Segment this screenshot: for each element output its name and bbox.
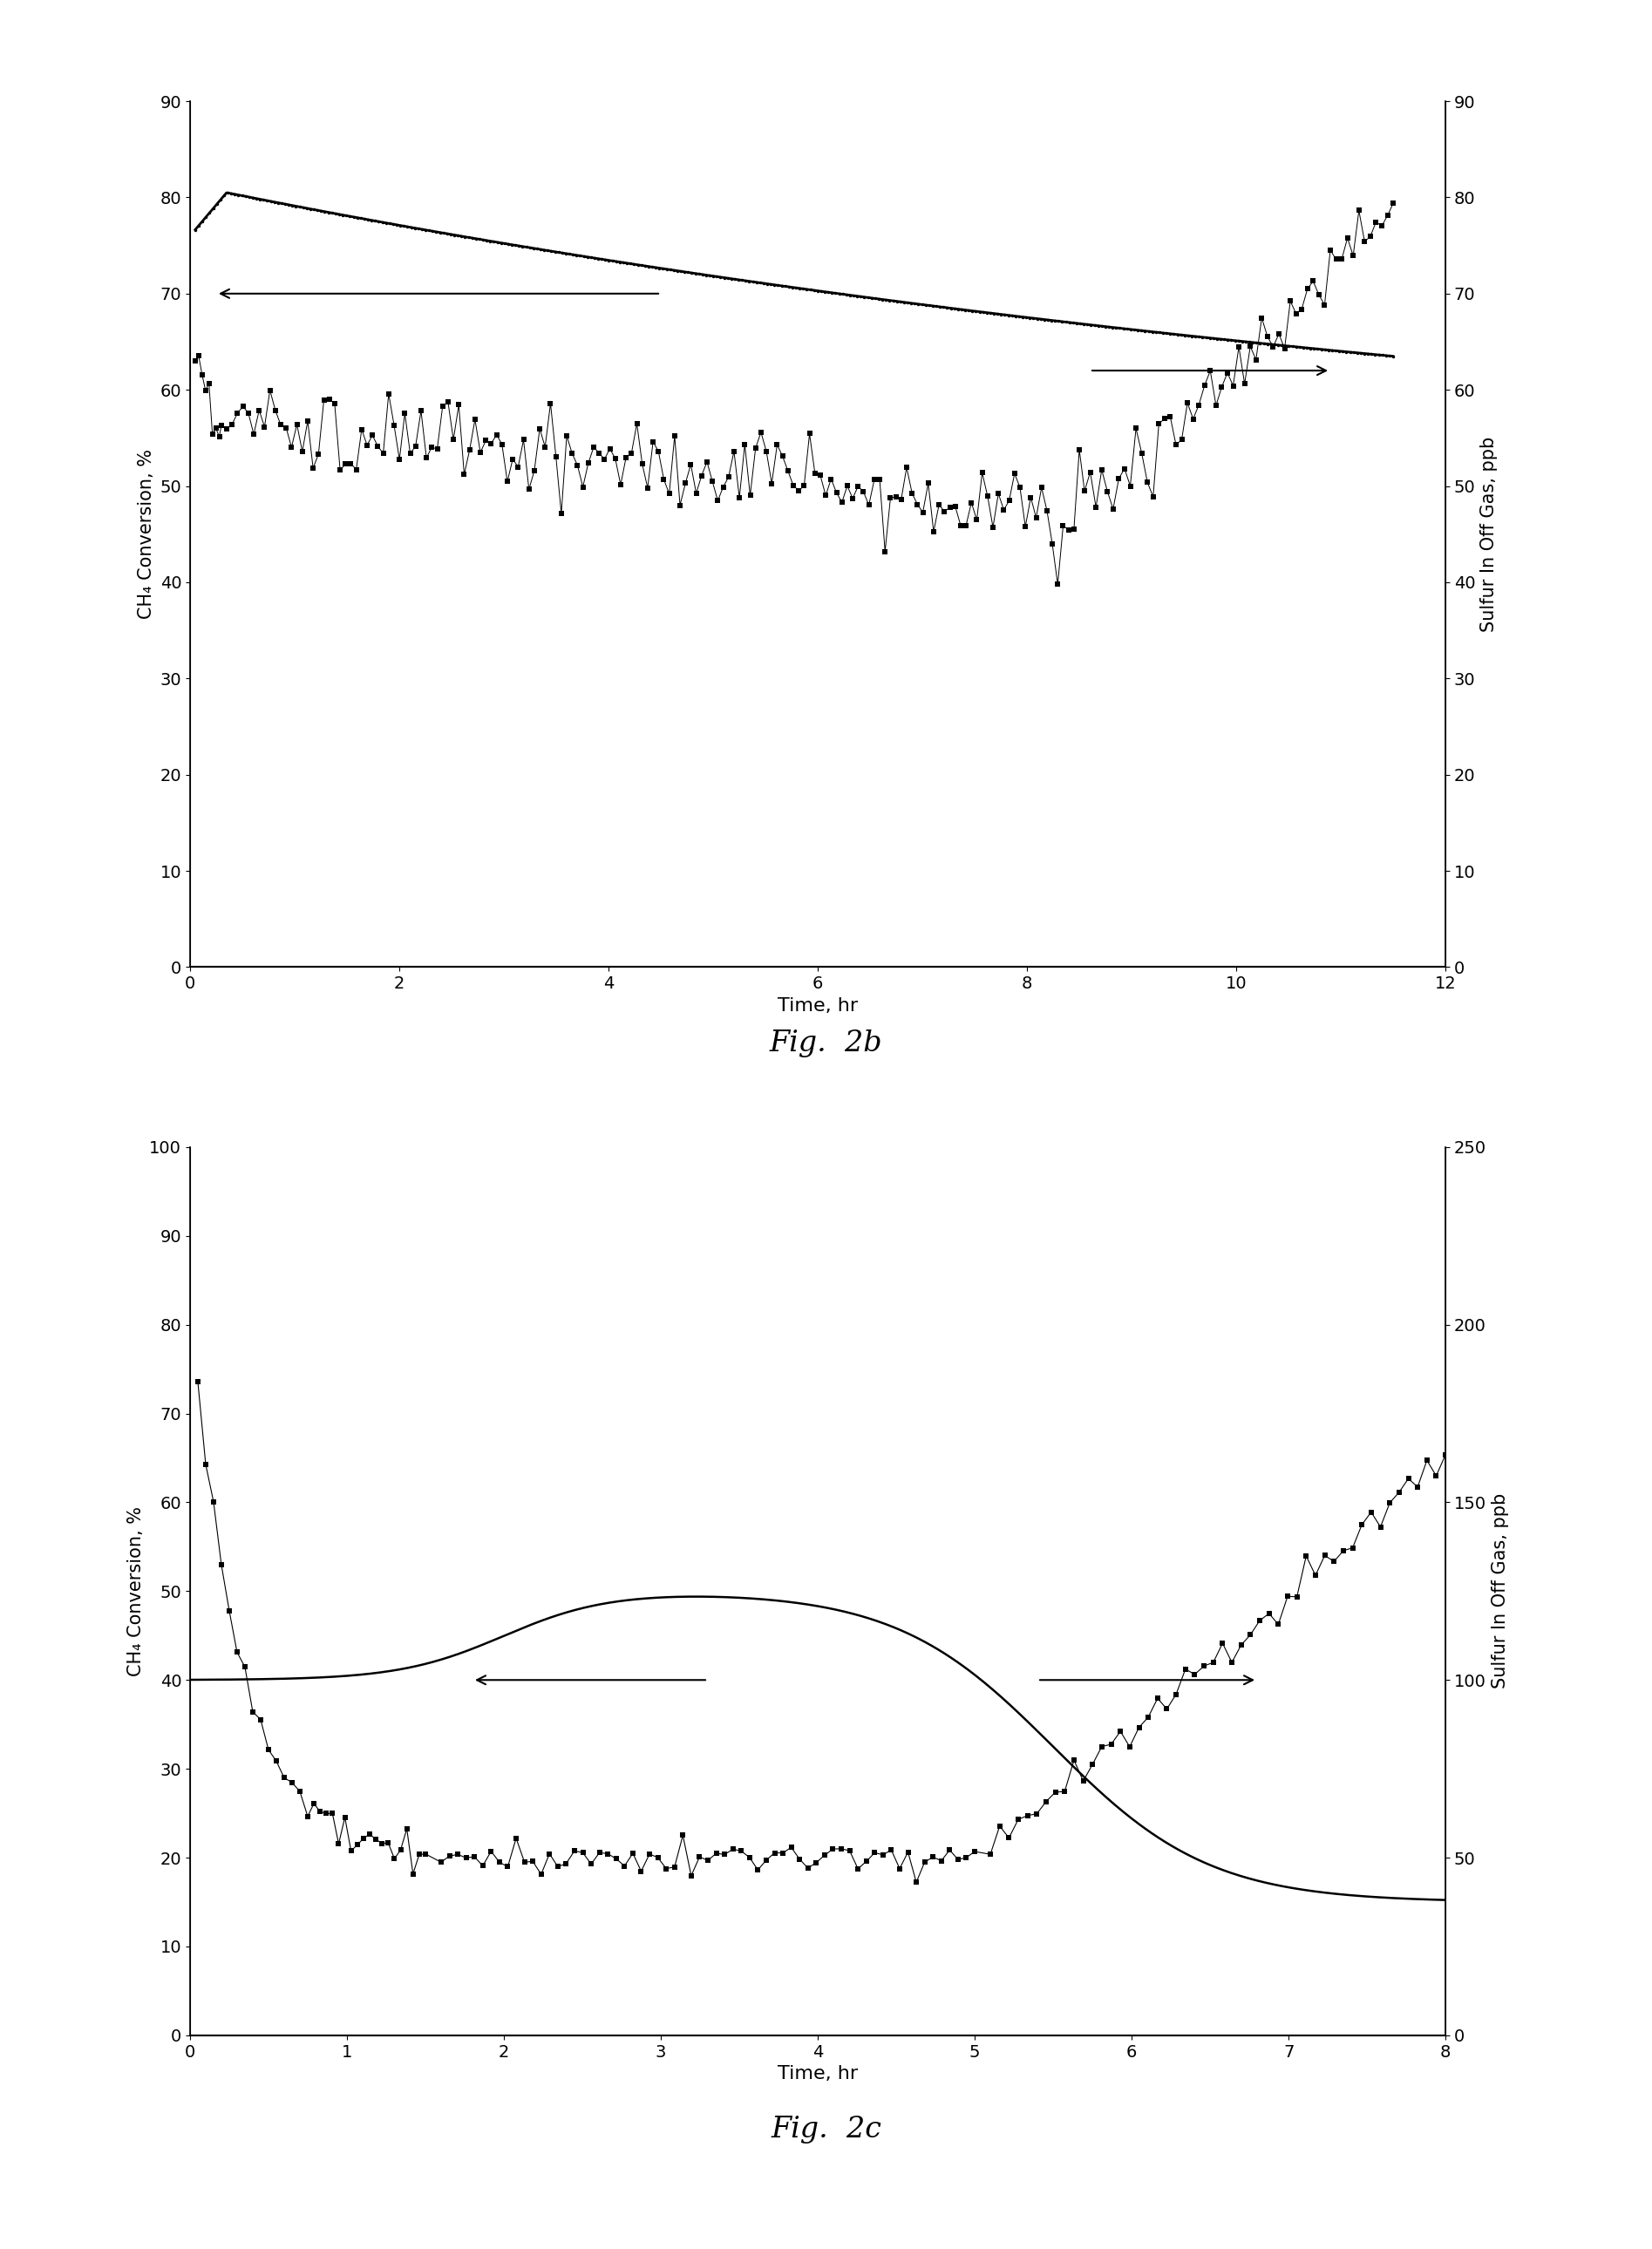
Y-axis label: CH₄ Conversion, %: CH₄ Conversion, % — [137, 450, 155, 618]
Text: Fig.  2b: Fig. 2b — [770, 1030, 882, 1057]
X-axis label: Time, hr: Time, hr — [778, 996, 857, 1014]
X-axis label: Time, hr: Time, hr — [778, 2065, 857, 2083]
Y-axis label: CH₄ Conversion, %: CH₄ Conversion, % — [127, 1507, 144, 1676]
Y-axis label: Sulfur In Off Gas, ppb: Sulfur In Off Gas, ppb — [1492, 1493, 1508, 1689]
Text: Fig.  2c: Fig. 2c — [770, 2116, 882, 2143]
Y-axis label: Sulfur In Off Gas, ppb: Sulfur In Off Gas, ppb — [1480, 436, 1498, 632]
